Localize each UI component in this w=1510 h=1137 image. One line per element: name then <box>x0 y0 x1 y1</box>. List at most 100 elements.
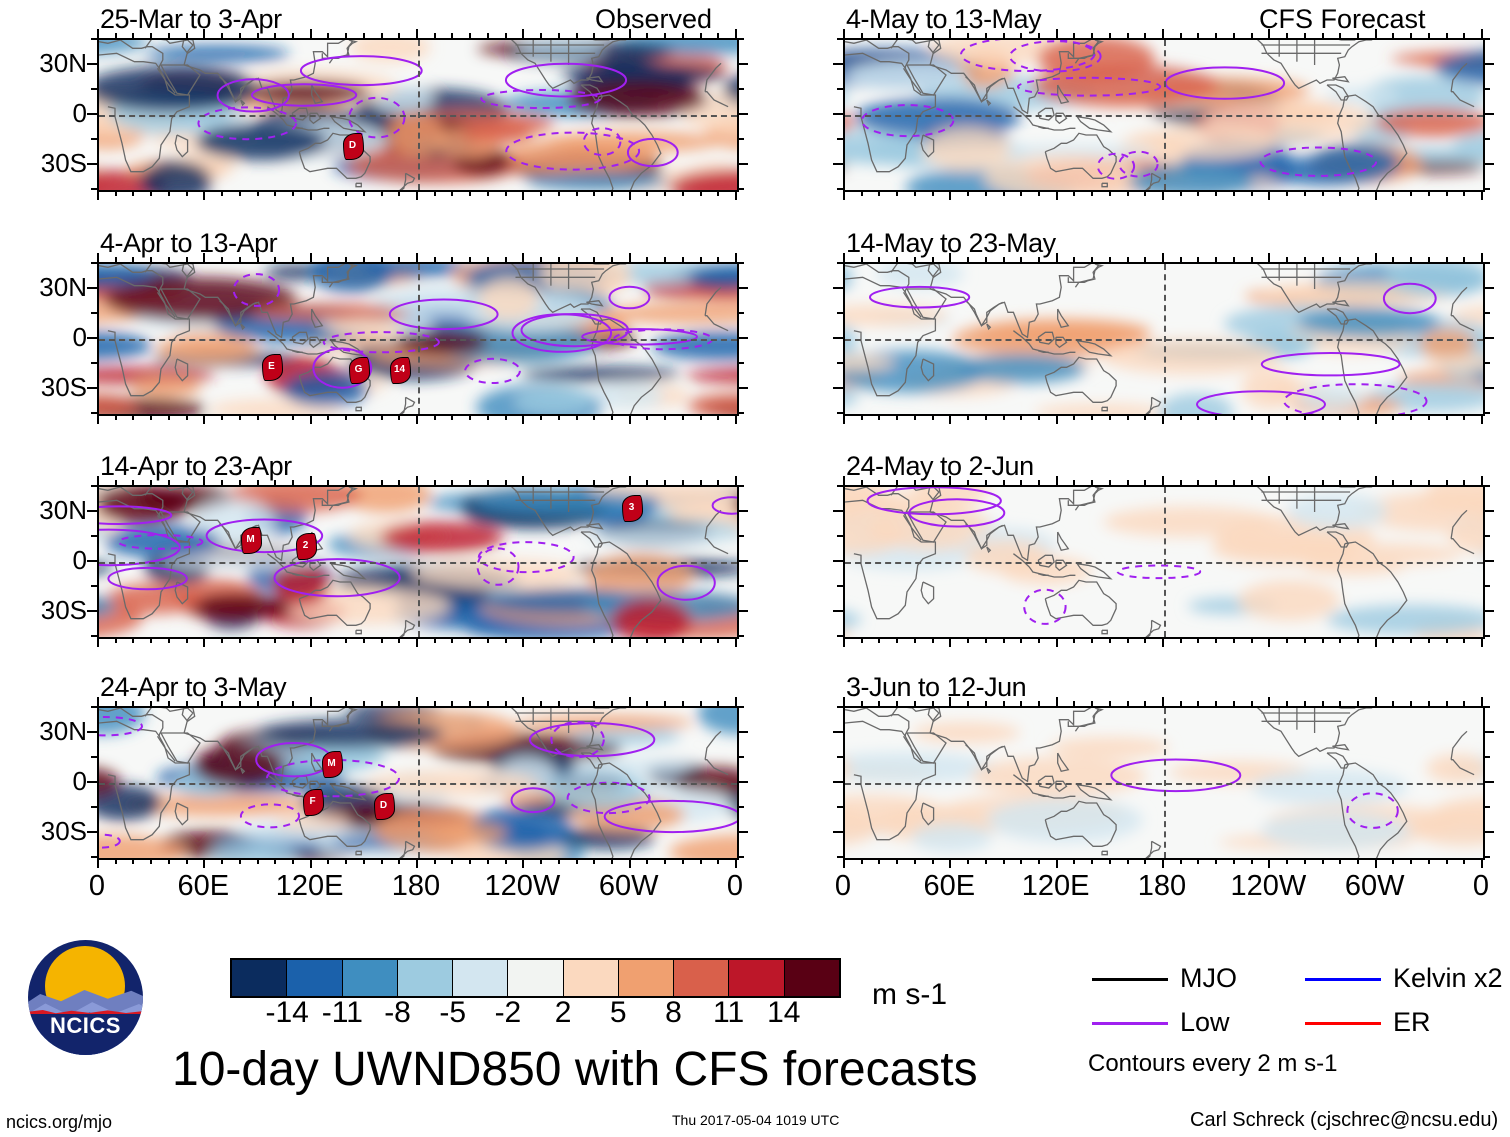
cyclone-marker-2[interactable]: 2 <box>296 533 317 560</box>
tick-mark <box>1321 191 1324 196</box>
cyclone-symbol-icon <box>241 527 262 554</box>
tick-mark <box>1055 415 1058 424</box>
tick-mark <box>1484 88 1490 90</box>
tick-mark <box>1392 638 1395 643</box>
tick-mark <box>931 257 934 262</box>
cyclone-marker-M[interactable]: M <box>322 751 343 778</box>
tick-mark <box>878 257 881 262</box>
tick-mark <box>1126 191 1129 196</box>
tick-mark <box>1144 33 1147 38</box>
tick-mark <box>1374 29 1377 38</box>
tick-mark <box>1073 33 1076 38</box>
cyclone-label: 14 <box>393 364 406 375</box>
tick-mark <box>860 638 863 643</box>
tick-mark <box>1232 191 1235 196</box>
cyclone-marker-E[interactable]: E <box>262 354 283 381</box>
tick-mark <box>913 415 916 420</box>
tick-mark <box>1250 480 1253 485</box>
tick-mark <box>486 257 489 262</box>
cyclone-label: M <box>327 758 336 769</box>
tick-mark <box>469 859 472 864</box>
tick-mark <box>504 701 507 706</box>
tick-mark <box>1037 638 1040 643</box>
cyclone-marker-3[interactable]: 3 <box>622 495 643 522</box>
tick-mark <box>1339 859 1342 864</box>
y-tick-1-2: 30S <box>40 148 87 178</box>
x-tick-left-1: 60E <box>177 870 230 902</box>
tick-mark <box>238 480 241 485</box>
tick-mark <box>1481 415 1483 424</box>
cyclone-marker-G[interactable]: G <box>349 357 370 384</box>
footer-site-url[interactable]: ncics.org/mjo <box>6 1112 113 1132</box>
tick-mark <box>274 415 277 420</box>
tick-mark <box>1197 33 1200 38</box>
tick-mark <box>1481 29 1483 38</box>
map-5[interactable] <box>843 38 1485 192</box>
map-4[interactable]: M F D <box>97 706 739 860</box>
tick-mark <box>486 415 489 420</box>
tick-mark <box>843 415 845 424</box>
tick-mark <box>628 476 631 485</box>
cyclone-marker-D[interactable]: D <box>374 793 395 820</box>
colorbar-cell-8 <box>673 960 729 996</box>
map-1[interactable]: D <box>97 38 739 192</box>
cyclone-marker-F[interactable]: F <box>303 789 324 816</box>
x-tick-right-3: 180 <box>1137 870 1187 902</box>
tick-mark <box>540 415 543 420</box>
tick-mark <box>1197 257 1200 262</box>
tick-mark <box>540 638 543 643</box>
tick-mark <box>1321 480 1324 485</box>
tick-mark <box>699 33 702 38</box>
tick-mark <box>949 415 952 424</box>
panel-title-2: 4-Apr to 13-Apr <box>100 228 278 258</box>
colorbar-tick-2: -8 <box>384 996 411 1029</box>
tick-mark <box>1037 33 1040 38</box>
tick-mark <box>1250 638 1253 643</box>
tick-mark <box>433 859 436 864</box>
tick-mark <box>738 287 748 289</box>
tick-mark <box>522 859 525 868</box>
cyclone-marker-D[interactable]: D <box>343 133 364 160</box>
tick-mark <box>91 806 97 808</box>
tick-mark <box>878 33 881 38</box>
tick-mark <box>1179 415 1182 420</box>
colorbar-cell-7 <box>617 960 674 996</box>
tick-mark <box>1144 191 1147 196</box>
tick-mark <box>1286 638 1289 643</box>
tick-mark <box>593 415 596 420</box>
tick-mark <box>433 33 436 38</box>
tick-mark <box>522 476 525 485</box>
tick-mark <box>1055 638 1058 647</box>
tick-mark <box>256 480 259 485</box>
colorbar-cell-1 <box>286 960 342 996</box>
tick-mark <box>1481 476 1483 485</box>
tick-mark <box>1484 163 1494 165</box>
tick-mark <box>837 312 843 314</box>
tick-mark <box>1020 701 1023 706</box>
logo-red-line <box>28 1010 143 1016</box>
tick-mark <box>238 638 241 643</box>
map-6[interactable] <box>843 262 1485 416</box>
tick-mark <box>1126 415 1129 420</box>
tick-mark <box>345 257 348 262</box>
tick-mark <box>1410 638 1413 643</box>
map-2[interactable]: E G 14 <box>97 262 739 416</box>
tick-mark <box>398 33 401 38</box>
tick-mark <box>681 33 684 38</box>
tick-mark <box>1303 480 1306 485</box>
tick-mark <box>738 485 744 487</box>
tick-mark <box>833 113 843 115</box>
cyclone-marker-14[interactable]: 14 <box>390 357 411 384</box>
tick-mark <box>878 415 881 420</box>
ncics-logo: NCICS <box>28 940 143 1055</box>
tick-mark <box>87 337 97 339</box>
tick-mark <box>1356 191 1359 196</box>
tick-mark <box>1020 415 1023 420</box>
tick-mark <box>1002 33 1005 38</box>
tick-mark <box>931 33 934 38</box>
cyclone-marker-M[interactable]: M <box>241 527 262 554</box>
map-8[interactable] <box>843 706 1485 860</box>
tick-mark <box>451 701 454 706</box>
map-7[interactable] <box>843 485 1485 639</box>
map-3[interactable]: M 2 3 <box>97 485 739 639</box>
